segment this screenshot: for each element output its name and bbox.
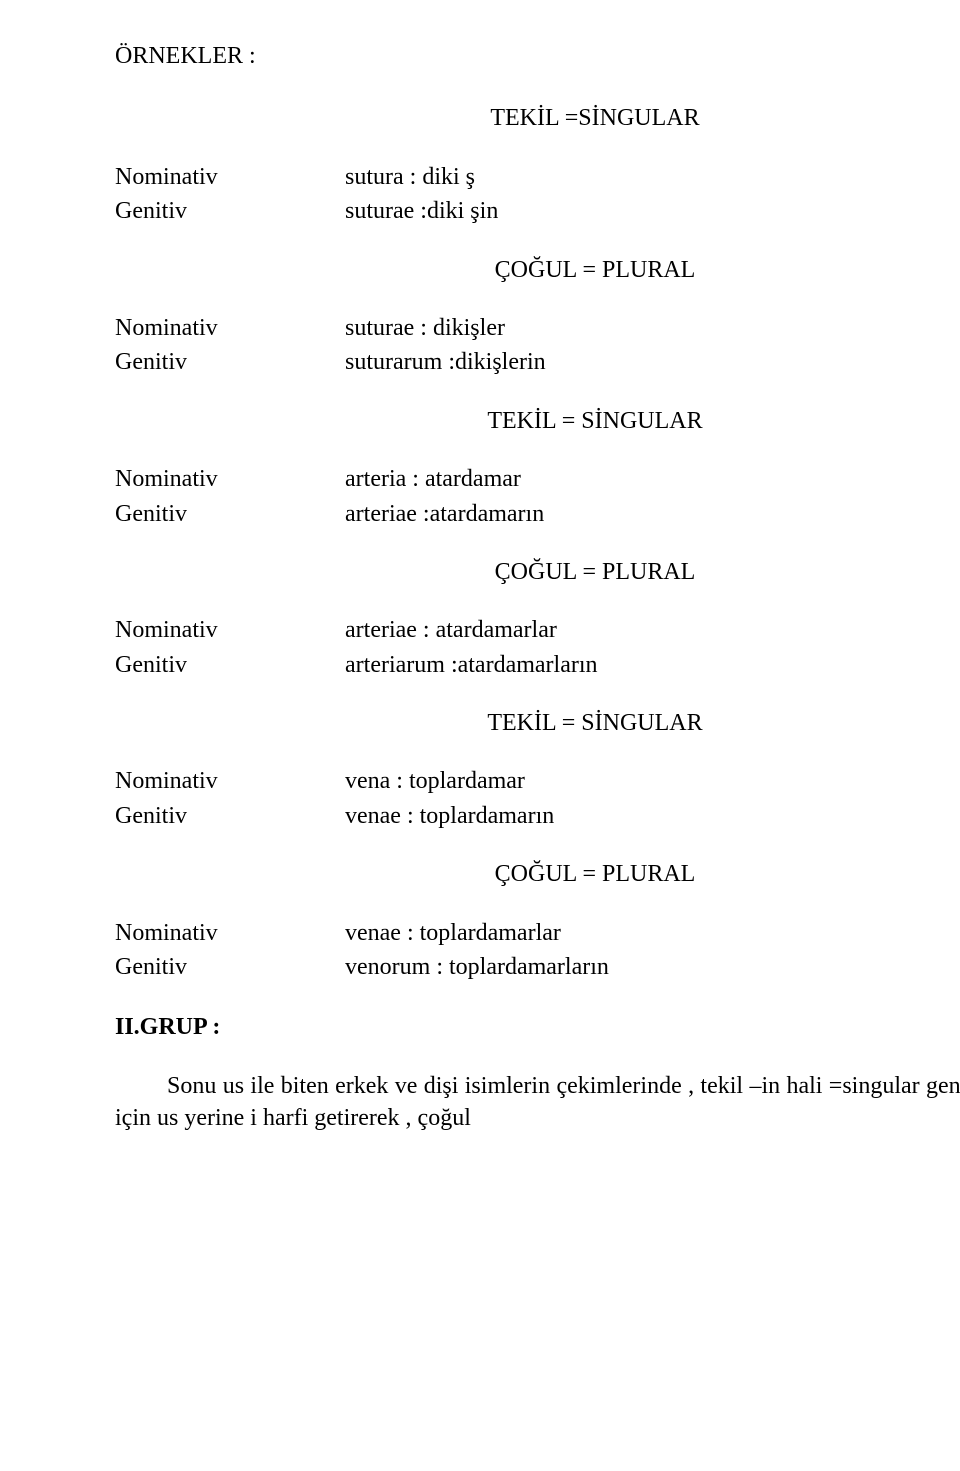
case-label: Nominativ xyxy=(115,161,345,193)
case-value: arteriarum :atardamarların xyxy=(345,649,960,681)
case-label: Genitiv xyxy=(115,195,345,227)
genitiv-row: Genitivsuturae :diki şin xyxy=(115,195,960,227)
form-heading: TEKİL = SİNGULAR xyxy=(115,405,960,437)
case-label: Genitiv xyxy=(115,800,345,832)
group-2-paragraph: Sonu us ile biten erkek ve dişi isimleri… xyxy=(115,1070,960,1135)
case-label: Genitiv xyxy=(115,346,345,378)
case-value: suturae : dikişler xyxy=(345,312,960,344)
case-value: venorum : toplardamarların xyxy=(345,951,960,983)
case-value: sutura : diki ş xyxy=(345,161,960,193)
genitiv-row: Genitivarteriae :atardamarın xyxy=(115,498,960,530)
case-label: Nominativ xyxy=(115,312,345,344)
genitiv-row: Genitivarteriarum :atardamarların xyxy=(115,649,960,681)
case-value: venae : toplardamarın xyxy=(345,800,960,832)
case-label: Nominativ xyxy=(115,917,345,949)
nominativ-row: Nominativsuturae : dikişler xyxy=(115,312,960,344)
form-heading: TEKİL = SİNGULAR xyxy=(115,707,960,739)
declension-groups: TEKİL =SİNGULARNominativsutura : diki şG… xyxy=(115,102,960,983)
case-value: vena : toplardamar xyxy=(345,765,960,797)
case-value: suturae :diki şin xyxy=(345,195,960,227)
case-value: arteriae : atardamarlar xyxy=(345,614,960,646)
case-value: venae : toplardamarlar xyxy=(345,917,960,949)
genitiv-row: Genitivvenae : toplardamarın xyxy=(115,800,960,832)
case-value: arteriae :atardamarın xyxy=(345,498,960,530)
case-label: Genitiv xyxy=(115,649,345,681)
page-title: ÖRNEKLER : xyxy=(115,40,960,72)
case-label: Nominativ xyxy=(115,765,345,797)
case-label: Genitiv xyxy=(115,951,345,983)
nominativ-row: Nominativarteria : atardamar xyxy=(115,463,960,495)
nominativ-row: Nominativvena : toplardamar xyxy=(115,765,960,797)
case-value: suturarum :dikişlerin xyxy=(345,346,960,378)
nominativ-row: Nominativsutura : diki ş xyxy=(115,161,960,193)
group-2-heading: II.GRUP : xyxy=(115,1011,960,1043)
form-heading: TEKİL =SİNGULAR xyxy=(115,102,960,134)
case-value: arteria : atardamar xyxy=(345,463,960,495)
case-label: Nominativ xyxy=(115,614,345,646)
genitiv-row: Genitivvenorum : toplardamarların xyxy=(115,951,960,983)
form-heading: ÇOĞUL = PLURAL xyxy=(115,858,960,890)
form-heading: ÇOĞUL = PLURAL xyxy=(115,556,960,588)
genitiv-row: Genitivsuturarum :dikişlerin xyxy=(115,346,960,378)
form-heading: ÇOĞUL = PLURAL xyxy=(115,254,960,286)
case-label: Genitiv xyxy=(115,498,345,530)
nominativ-row: Nominativarteriae : atardamarlar xyxy=(115,614,960,646)
case-label: Nominativ xyxy=(115,463,345,495)
nominativ-row: Nominativvenae : toplardamarlar xyxy=(115,917,960,949)
